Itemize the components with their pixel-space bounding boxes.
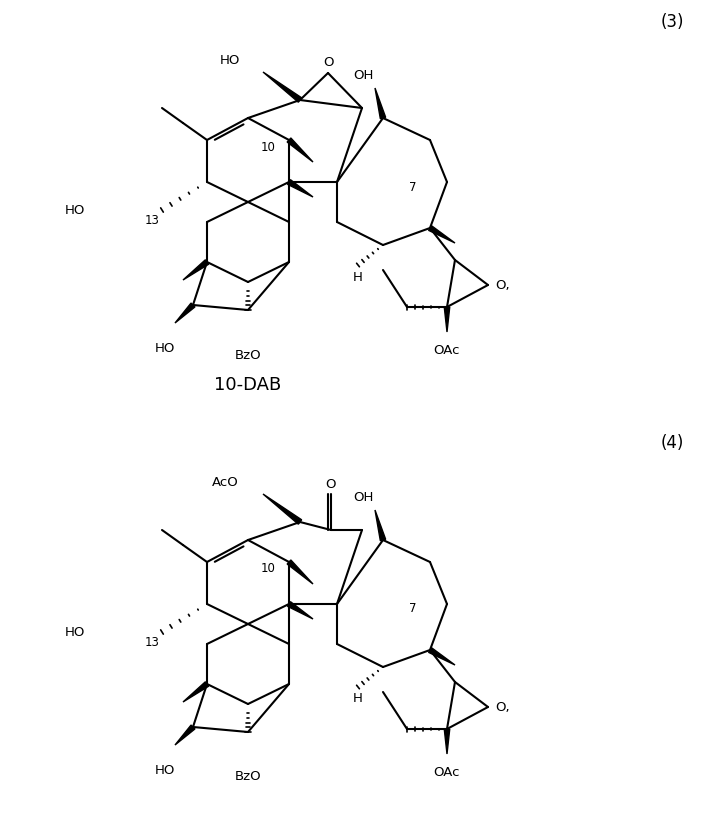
Text: BzO: BzO xyxy=(234,349,261,362)
Polygon shape xyxy=(183,260,209,280)
Text: O: O xyxy=(325,477,336,490)
Text: OH: OH xyxy=(353,490,373,503)
Polygon shape xyxy=(175,725,195,745)
Polygon shape xyxy=(375,88,385,119)
Polygon shape xyxy=(287,180,313,197)
Text: BzO: BzO xyxy=(234,770,261,784)
Polygon shape xyxy=(175,303,195,323)
Text: 13: 13 xyxy=(145,213,160,227)
Text: H: H xyxy=(353,270,363,283)
Text: HO: HO xyxy=(65,625,85,639)
Text: OAc: OAc xyxy=(433,344,460,357)
Text: 10-DAB: 10-DAB xyxy=(215,376,282,394)
Polygon shape xyxy=(429,648,455,665)
Text: 7: 7 xyxy=(409,180,417,194)
Polygon shape xyxy=(375,510,385,541)
Text: 7: 7 xyxy=(409,602,417,616)
Polygon shape xyxy=(287,138,313,162)
Text: HO: HO xyxy=(65,204,85,217)
Polygon shape xyxy=(263,494,301,524)
Text: 13: 13 xyxy=(145,635,160,648)
Text: 10: 10 xyxy=(261,563,275,575)
Polygon shape xyxy=(287,560,313,584)
Text: HO: HO xyxy=(220,54,240,67)
Polygon shape xyxy=(263,72,301,102)
Text: (3): (3) xyxy=(660,13,683,31)
Text: HO: HO xyxy=(155,341,175,354)
Text: OH: OH xyxy=(353,68,373,82)
Polygon shape xyxy=(287,602,313,619)
Polygon shape xyxy=(183,681,209,702)
Polygon shape xyxy=(444,307,450,332)
Text: OAc: OAc xyxy=(433,765,460,779)
Text: HO: HO xyxy=(155,764,175,776)
Text: O,: O, xyxy=(496,700,510,714)
Text: O: O xyxy=(323,55,333,68)
Text: 10: 10 xyxy=(261,141,275,153)
Text: H: H xyxy=(353,692,363,705)
Text: O,: O, xyxy=(496,279,510,292)
Text: AcO: AcO xyxy=(212,475,239,489)
Text: (4): (4) xyxy=(660,434,683,452)
Polygon shape xyxy=(444,729,450,754)
Polygon shape xyxy=(429,226,455,243)
